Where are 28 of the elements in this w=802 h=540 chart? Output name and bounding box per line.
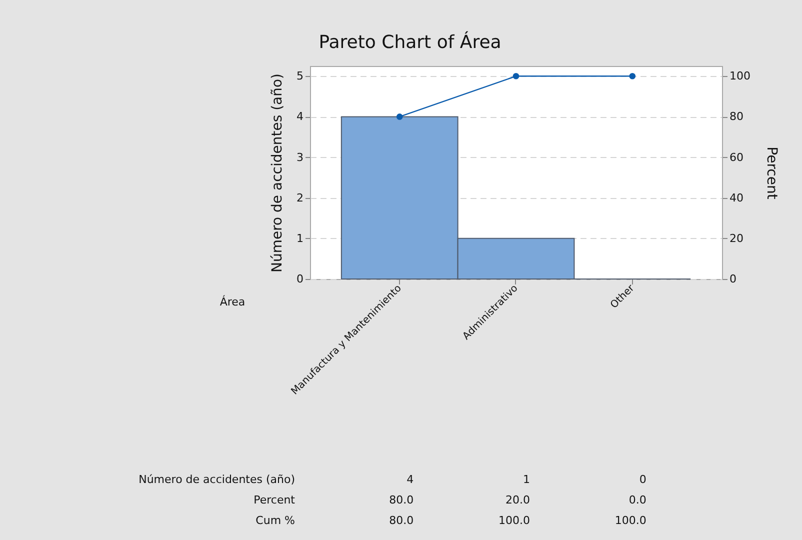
y2-tick-label: 80	[730, 110, 744, 124]
data-label: 4	[406, 473, 414, 486]
text: Cum %	[256, 514, 295, 527]
y-tick-label: 2	[296, 191, 304, 204]
y2-tick-label: 40	[730, 191, 744, 204]
y-tick-label: 1	[296, 232, 304, 245]
text: 80.0	[389, 494, 414, 506]
text: Percent	[254, 494, 296, 506]
data-label: 100.0	[498, 514, 530, 527]
y-axis-title: Número de accidentes (año)	[270, 73, 286, 273]
text: Número de accidentes (año)	[138, 473, 295, 486]
data-label: 100.0	[614, 514, 646, 527]
data-label: 1	[523, 473, 530, 486]
chart-title: Pareto Chart of Área	[318, 31, 502, 53]
x-axis-title: Área	[220, 294, 246, 308]
data-label: 80.0	[389, 514, 414, 527]
y2-tick-label: 0	[730, 272, 736, 286]
y-tick-label: 5	[296, 70, 304, 83]
text: 0.0	[628, 494, 646, 506]
y2-tick-label: 100	[730, 70, 750, 83]
data-label: 0	[639, 473, 646, 486]
text: 20.0	[506, 494, 530, 506]
y-tick-label: 0	[296, 272, 304, 286]
y2-tick-label: 60	[730, 150, 744, 164]
y2-tick-label: 20	[730, 232, 744, 245]
y-tick-label: 3	[296, 150, 304, 164]
y2-axis-title: Percent	[763, 146, 780, 200]
y-tick-label: 4	[296, 110, 304, 124]
